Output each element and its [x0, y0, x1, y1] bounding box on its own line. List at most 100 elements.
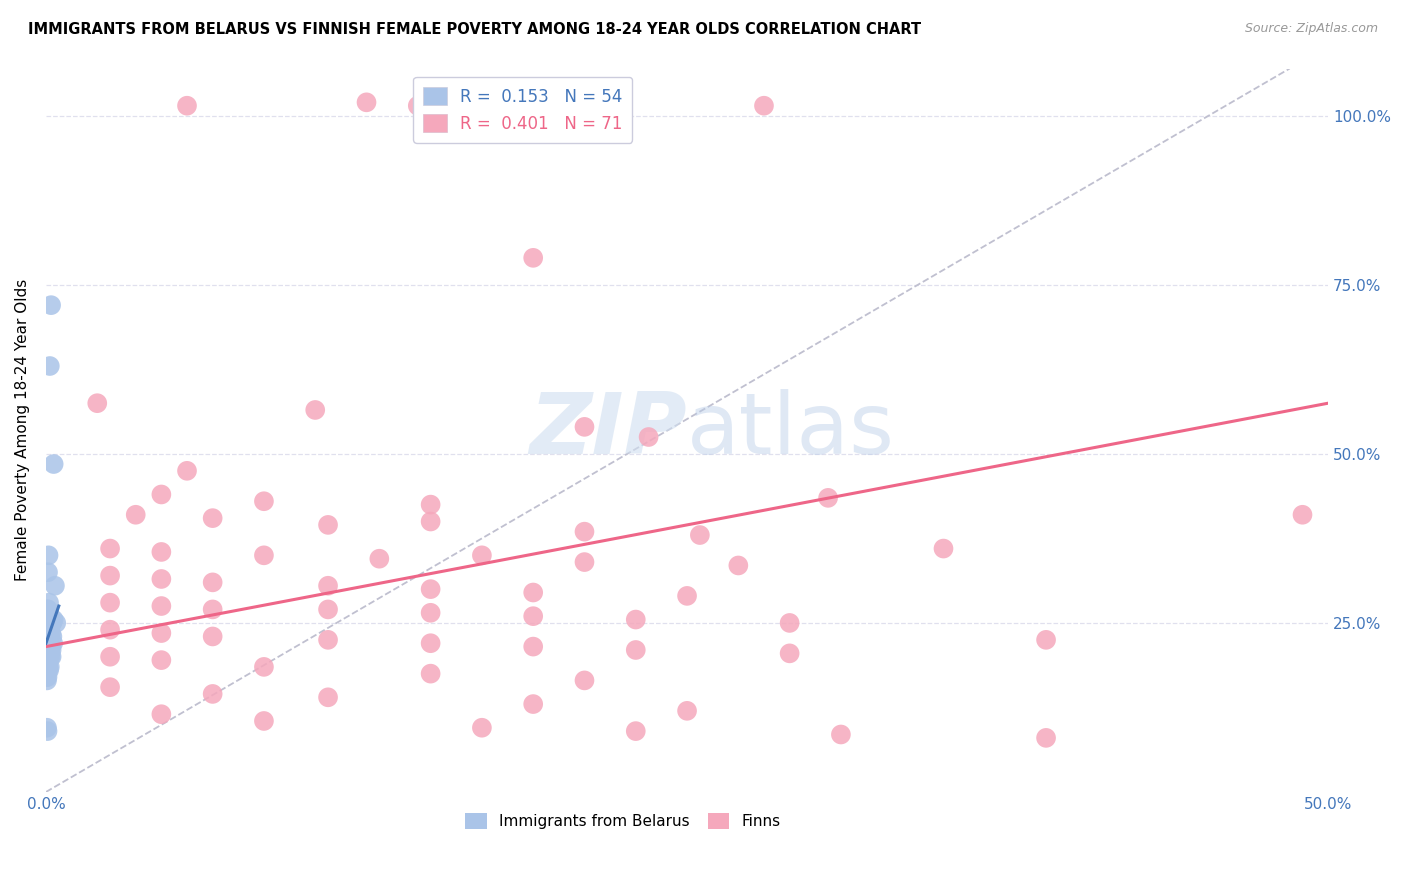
- Point: [419, 515, 441, 529]
- Point: [37, 636, 59, 650]
- Point: [38, 630, 60, 644]
- Point: [253, 660, 276, 674]
- Point: [368, 551, 391, 566]
- Point: [304, 403, 326, 417]
- Point: [624, 643, 647, 657]
- Point: [1291, 508, 1313, 522]
- Point: [37, 566, 59, 580]
- Point: [830, 727, 852, 741]
- Point: [676, 589, 699, 603]
- Point: [201, 575, 224, 590]
- Point: [176, 99, 198, 113]
- Point: [35, 632, 58, 647]
- Point: [779, 615, 801, 630]
- Point: [38, 649, 60, 664]
- Text: atlas: atlas: [688, 389, 896, 472]
- Point: [41, 643, 63, 657]
- Point: [779, 646, 801, 660]
- Point: [38, 646, 60, 660]
- Point: [39, 649, 62, 664]
- Point: [37, 626, 59, 640]
- Point: [419, 636, 441, 650]
- Point: [39, 640, 62, 654]
- Point: [419, 498, 441, 512]
- Point: [39, 298, 62, 312]
- Point: [522, 697, 544, 711]
- Point: [35, 623, 58, 637]
- Point: [38, 640, 60, 654]
- Point: [98, 680, 121, 694]
- Point: [574, 673, 596, 688]
- Point: [37, 643, 59, 657]
- Point: [37, 657, 59, 671]
- Point: [44, 579, 66, 593]
- Point: [150, 653, 173, 667]
- Point: [817, 491, 839, 505]
- Point: [38, 636, 60, 650]
- Point: [201, 511, 224, 525]
- Point: [932, 541, 955, 556]
- Point: [37, 660, 59, 674]
- Point: [574, 524, 596, 539]
- Point: [253, 494, 276, 508]
- Point: [419, 582, 441, 596]
- Point: [38, 606, 60, 620]
- Point: [37, 632, 59, 647]
- Point: [316, 602, 339, 616]
- Point: [38, 646, 60, 660]
- Point: [150, 487, 173, 501]
- Point: [201, 687, 224, 701]
- Point: [38, 630, 60, 644]
- Text: ZIP: ZIP: [530, 389, 688, 472]
- Point: [38, 660, 60, 674]
- Point: [522, 640, 544, 654]
- Point: [41, 649, 63, 664]
- Point: [201, 630, 224, 644]
- Point: [316, 517, 339, 532]
- Point: [522, 609, 544, 624]
- Point: [38, 660, 60, 674]
- Point: [86, 396, 108, 410]
- Point: [42, 636, 65, 650]
- Point: [38, 626, 60, 640]
- Y-axis label: Female Poverty Among 18-24 Year Olds: Female Poverty Among 18-24 Year Olds: [15, 279, 30, 582]
- Legend: Immigrants from Belarus, Finns: Immigrants from Belarus, Finns: [460, 806, 787, 835]
- Point: [419, 666, 441, 681]
- Point: [35, 653, 58, 667]
- Point: [42, 457, 65, 471]
- Point: [38, 609, 60, 624]
- Point: [45, 615, 67, 630]
- Point: [419, 606, 441, 620]
- Point: [316, 632, 339, 647]
- Point: [37, 623, 59, 637]
- Point: [316, 690, 339, 705]
- Point: [98, 649, 121, 664]
- Point: [150, 626, 173, 640]
- Point: [1035, 731, 1057, 745]
- Point: [253, 549, 276, 563]
- Point: [522, 585, 544, 599]
- Point: [471, 549, 494, 563]
- Point: [35, 646, 58, 660]
- Point: [35, 670, 58, 684]
- Point: [356, 95, 378, 110]
- Point: [689, 528, 711, 542]
- Point: [39, 626, 62, 640]
- Point: [37, 602, 59, 616]
- Point: [150, 572, 173, 586]
- Point: [150, 545, 173, 559]
- Point: [35, 721, 58, 735]
- Point: [37, 670, 59, 684]
- Point: [676, 704, 699, 718]
- Point: [35, 657, 58, 671]
- Point: [37, 602, 59, 616]
- Point: [35, 673, 58, 688]
- Point: [38, 549, 60, 563]
- Point: [176, 464, 198, 478]
- Point: [150, 599, 173, 613]
- Point: [38, 636, 60, 650]
- Point: [253, 714, 276, 728]
- Point: [35, 636, 58, 650]
- Point: [727, 558, 749, 573]
- Point: [98, 541, 121, 556]
